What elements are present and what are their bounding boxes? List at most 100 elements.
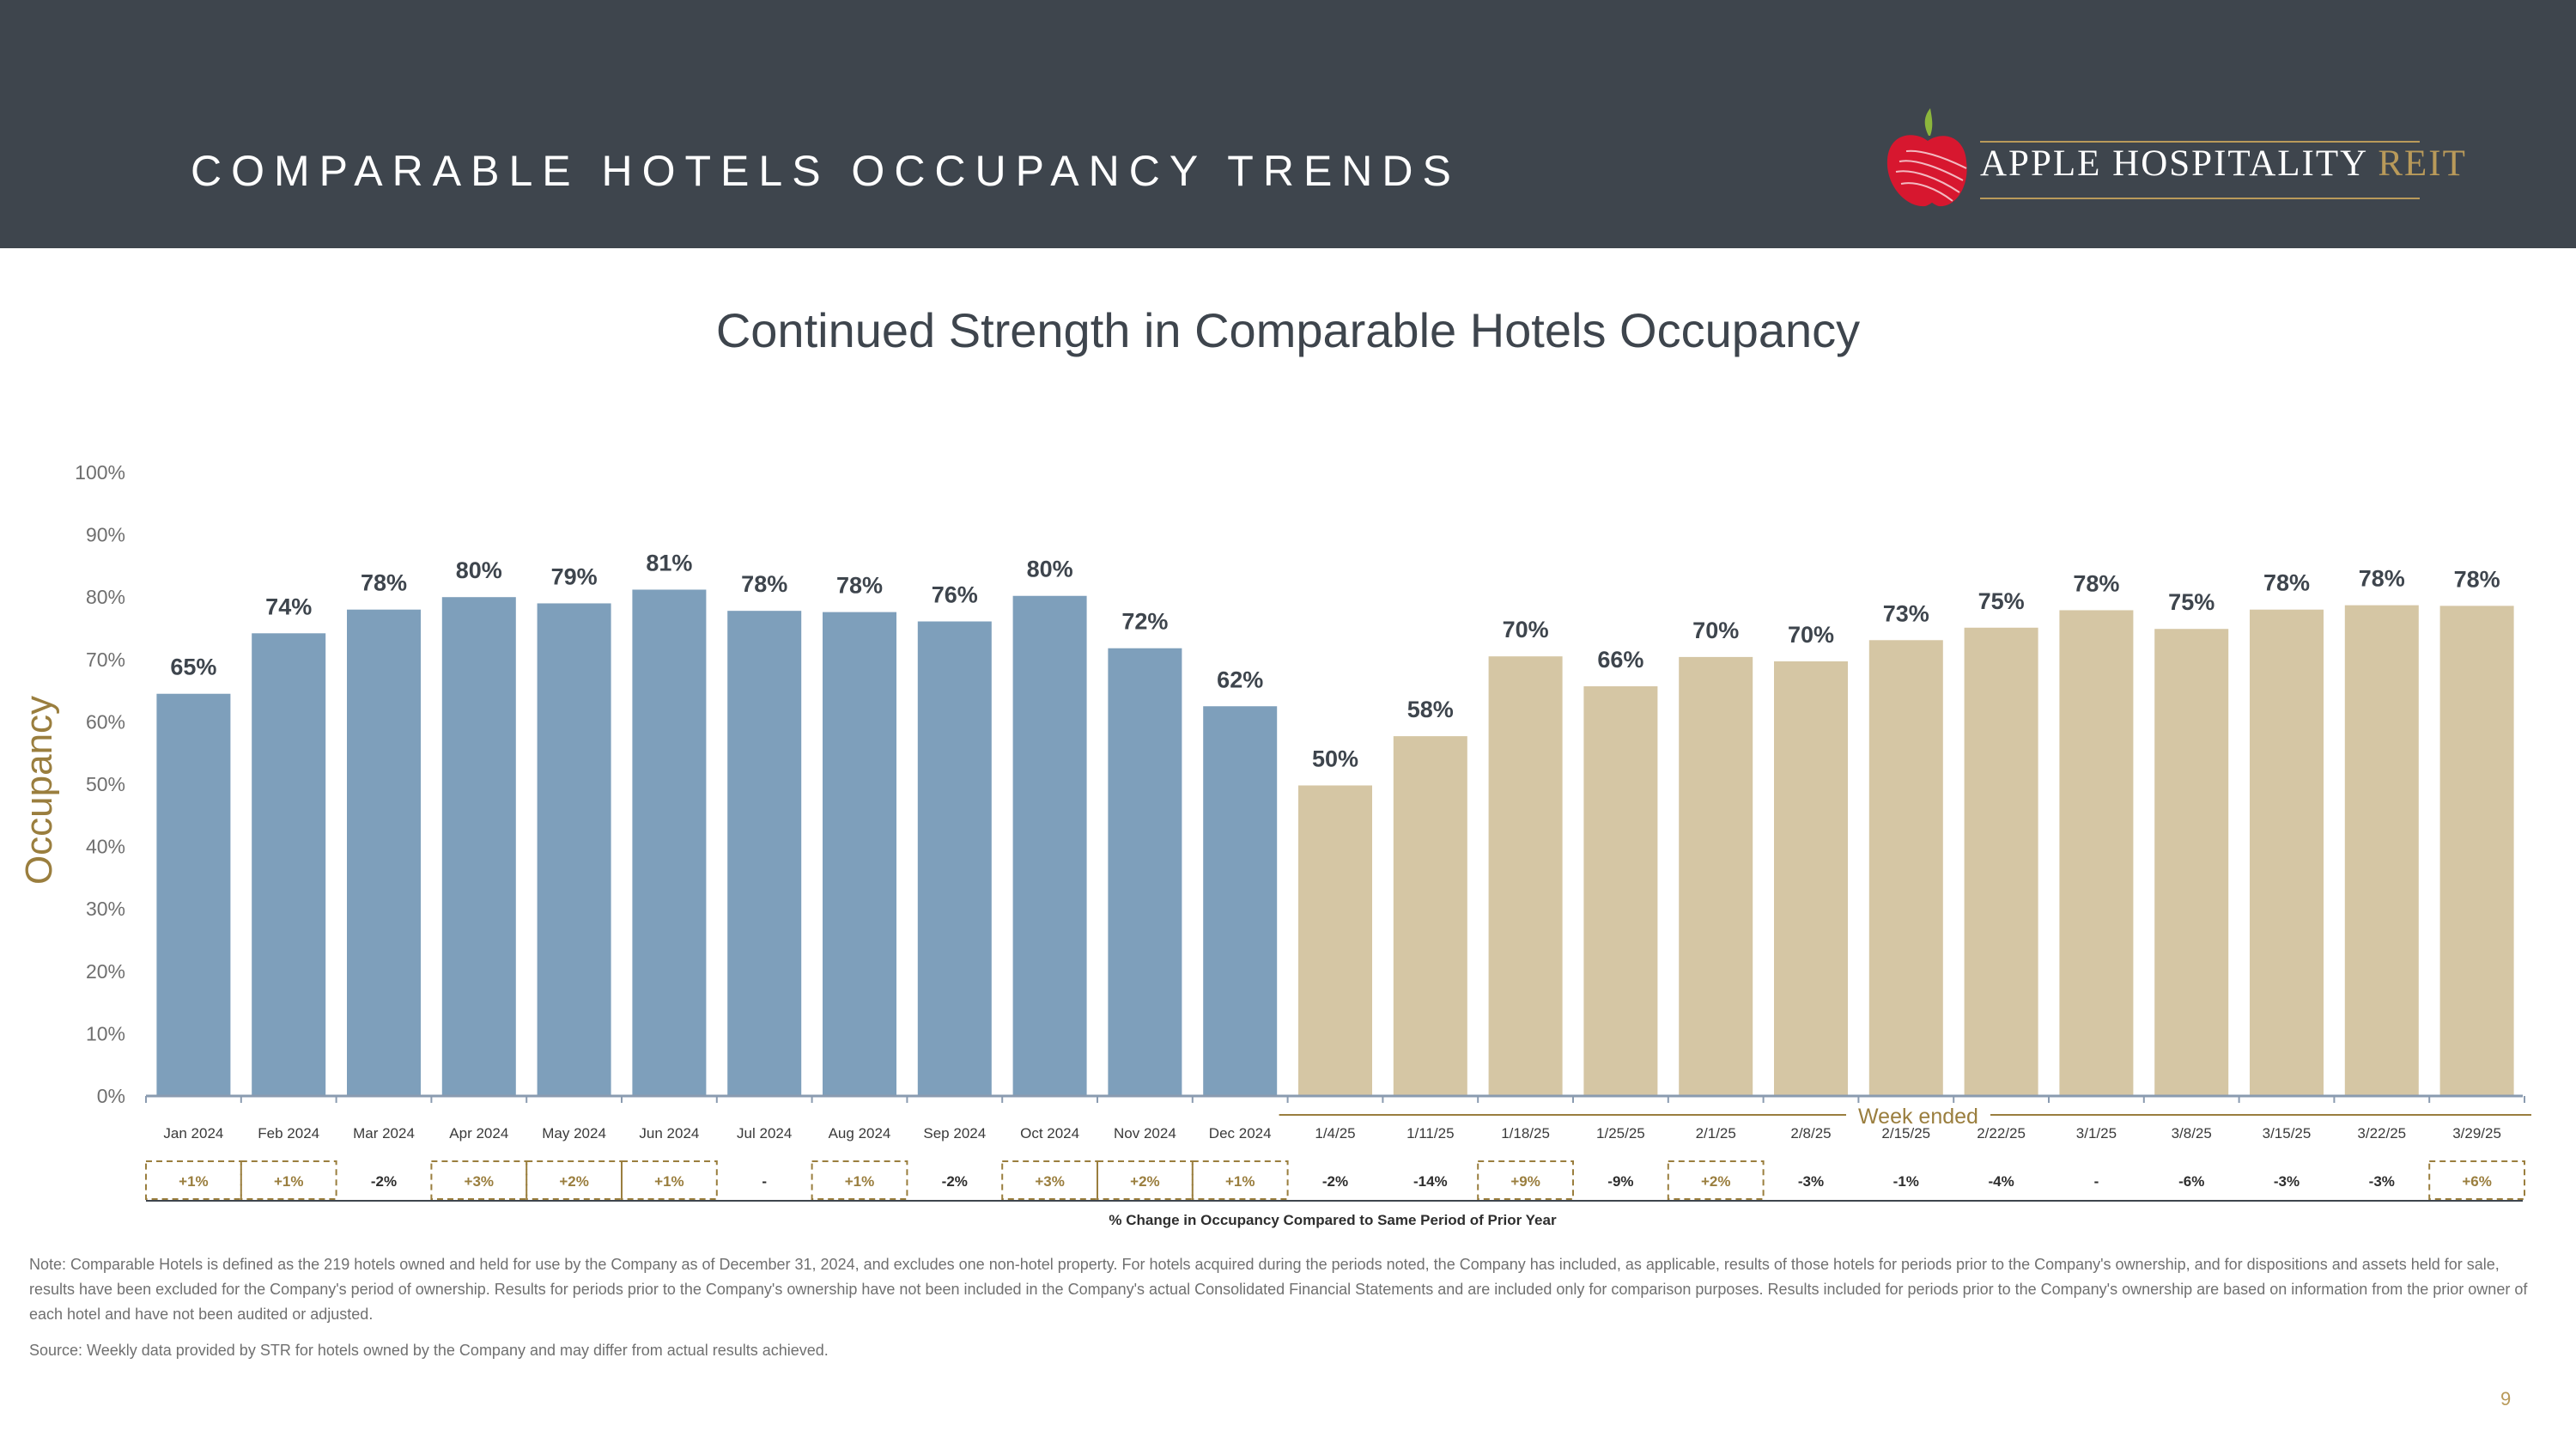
y-tick-label: 60% [86, 710, 125, 733]
bar-value-label: 78% [2359, 566, 2405, 592]
bar [1774, 661, 1848, 1096]
bar-value-label: 70% [1503, 617, 1549, 642]
bar-value-label: 66% [1597, 647, 1643, 673]
bar-value-label: 50% [1312, 746, 1358, 771]
x-tick-label: Feb 2024 [258, 1125, 319, 1142]
bar [1868, 640, 1943, 1096]
y-tick-label: 40% [86, 836, 125, 858]
bar [2059, 610, 2134, 1096]
x-tick-label: Apr 2024 [449, 1125, 508, 1142]
bar [1679, 656, 1753, 1096]
change-box [240, 1160, 337, 1200]
pct-change-value: -3% [2274, 1173, 2300, 1190]
x-tick-label: 2/1/25 [1696, 1125, 1736, 1142]
x-tick-label: Aug 2024 [829, 1125, 891, 1142]
change-box [2428, 1160, 2525, 1200]
pct-change-value: -2% [942, 1173, 968, 1190]
bar [2154, 629, 2229, 1096]
pct-change-value: +3% [1035, 1173, 1065, 1190]
y-tick-label: 20% [86, 960, 125, 983]
logo-wordmark: APPLE HOSPITALITY REIT [1980, 143, 2467, 185]
logo-accent-text: REIT [2378, 143, 2467, 184]
change-row-label: % Change in Occupancy Compared to Same P… [1109, 1212, 1557, 1228]
bar [1203, 706, 1278, 1096]
change-box [1191, 1160, 1289, 1200]
bar [917, 621, 992, 1096]
bar [1298, 785, 1372, 1096]
occupancy-chart: 0% 10% 20% 30% 40% 50% 60% 70% 80% 90% 100% Occupan… [18, 461, 2531, 1228]
pct-change-value: -2% [371, 1173, 397, 1190]
bar-value-label: 80% [1027, 557, 1073, 582]
x-tick-label: 2/15/25 [1881, 1125, 1930, 1142]
y-tick-label: 0% [97, 1085, 125, 1107]
bar-value-label: 70% [1692, 618, 1739, 643]
bar-value-label: 65% [170, 654, 216, 680]
x-tick-label: Mar 2024 [353, 1125, 415, 1142]
bar [2439, 606, 2514, 1096]
change-box [1667, 1160, 1765, 1200]
x-tick-label: Jan 2024 [163, 1125, 223, 1142]
bar-value-label: 78% [836, 573, 883, 599]
y-tick-label: 100% [75, 461, 125, 484]
bar-value-label: 78% [361, 570, 407, 596]
pct-change-value: -4% [1988, 1173, 2014, 1190]
change-box [1097, 1160, 1194, 1200]
change-box [811, 1160, 908, 1200]
logo-main-text: APPLE HOSPITALITY [1980, 143, 2367, 184]
bar [1393, 736, 1467, 1096]
bar-value-label: 74% [265, 594, 312, 619]
header-bar: COMPARABLE HOTELS OCCUPANCY TRENDS APPLE… [0, 0, 2576, 248]
pct-change-value: +2% [1130, 1173, 1160, 1190]
pct-change-value: +1% [1225, 1173, 1255, 1190]
bar [632, 589, 707, 1096]
y-axis-label: Occupancy [18, 696, 60, 885]
bar [1488, 656, 1563, 1096]
x-tick-label: May 2024 [542, 1125, 606, 1142]
apple-logo-icon [1886, 108, 1967, 207]
bar-value-label: 78% [2263, 570, 2310, 596]
bar [2250, 609, 2324, 1096]
bar-value-label: 75% [1978, 588, 2025, 614]
x-tick-label: 2/8/25 [1790, 1125, 1831, 1142]
source-note: Source: Weekly data provided by STR for … [29, 1342, 829, 1359]
bar-value-label: 58% [1407, 697, 1454, 722]
pct-change-value: - [2094, 1173, 2099, 1190]
x-tick-label: Sep 2024 [923, 1125, 986, 1142]
bar-value-label: 81% [646, 550, 692, 575]
x-tick-label: Jul 2024 [737, 1125, 792, 1142]
x-tick-label: 1/11/25 [1406, 1125, 1454, 1142]
bar-value-label: 72% [1121, 609, 1168, 635]
pct-change-value: +6% [2462, 1173, 2492, 1190]
pct-change-value: -1% [1893, 1173, 1919, 1190]
pct-change-value: +9% [1510, 1173, 1540, 1190]
pct-change-value: -2% [1322, 1173, 1348, 1190]
bar [1583, 686, 1658, 1096]
pct-change-value: -9% [1607, 1173, 1633, 1190]
change-box [526, 1160, 623, 1200]
bar-value-label: 80% [456, 557, 502, 583]
bar-value-label: 73% [1883, 600, 1929, 626]
bar-value-label: 78% [741, 571, 787, 597]
bar [727, 611, 802, 1096]
x-tick-label: 2/22/25 [1977, 1125, 2026, 1142]
bar-value-label: 75% [2168, 589, 2215, 615]
pct-change-value: +2% [1701, 1173, 1731, 1190]
change-box [430, 1160, 528, 1200]
y-tick-label: 90% [86, 524, 125, 546]
pct-change-value: -3% [1798, 1173, 1824, 1190]
bar [252, 633, 326, 1096]
bar [2344, 605, 2419, 1096]
pct-change-value: -6% [2178, 1173, 2204, 1190]
y-tick-label: 50% [86, 773, 125, 795]
x-tick-label: Dec 2024 [1209, 1125, 1272, 1142]
bar [1012, 595, 1087, 1096]
bar [537, 603, 611, 1096]
footnote: Note: Comparable Hotels is defined as th… [29, 1256, 2528, 1323]
pct-change-value: +1% [845, 1173, 875, 1190]
pct-change-value: +3% [465, 1173, 495, 1190]
y-tick-label: 70% [86, 648, 125, 671]
bar-value-label: 76% [932, 582, 978, 608]
bar [441, 597, 516, 1096]
bar [1964, 627, 2038, 1096]
change-box [1477, 1160, 1574, 1200]
